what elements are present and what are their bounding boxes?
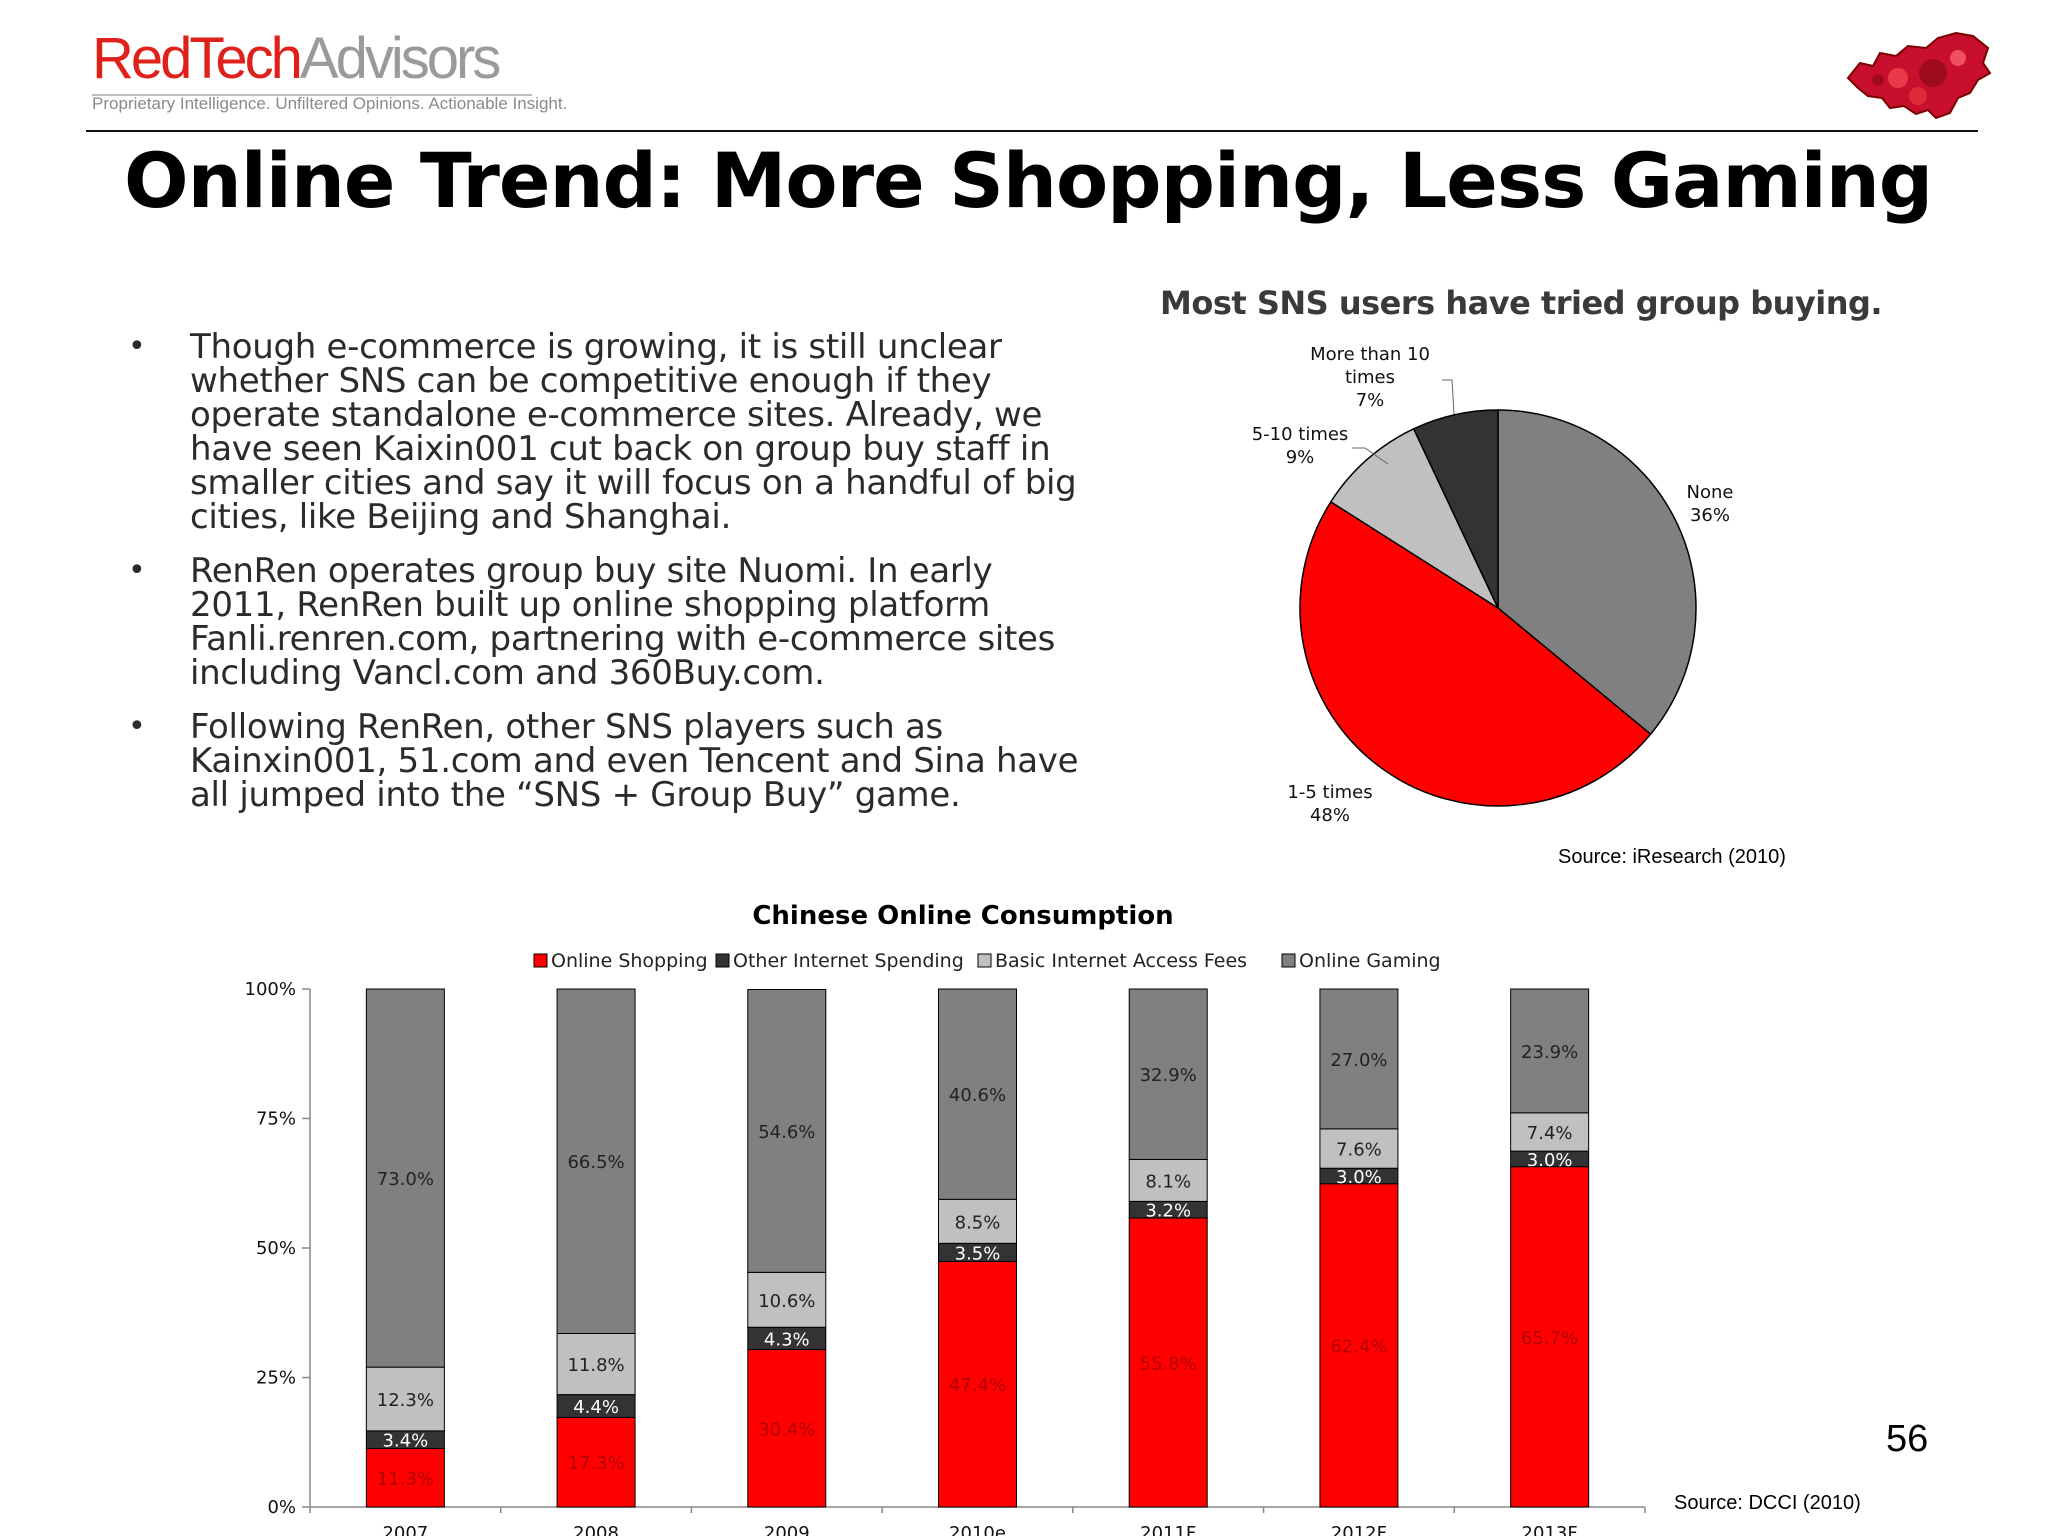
- legend-entry: Other Internet Spending: [715, 950, 964, 972]
- legend-swatch: [533, 953, 548, 968]
- y-tick-label: 25%: [256, 1368, 296, 1389]
- bar-data-label: 3.5%: [955, 1243, 1001, 1264]
- bar-data-label: 8.5%: [955, 1212, 1001, 1233]
- legend-swatch: [715, 953, 730, 968]
- bar-data-label: 4.4%: [573, 1397, 619, 1418]
- bar-data-label: 7.6%: [1336, 1140, 1382, 1161]
- bar-segment: [1128, 988, 1208, 1160]
- bar-segment: [365, 988, 445, 1368]
- pie-slice: [1412, 409, 1499, 609]
- legend-label: Other Internet Spending: [733, 950, 964, 972]
- bar-data-label: 11.8%: [567, 1355, 624, 1376]
- bar-segment: [1128, 1158, 1208, 1202]
- x-tick-label: 2009: [764, 1523, 810, 1536]
- bar-data-label: 30.4%: [758, 1419, 815, 1440]
- y-tick-label: 75%: [256, 1109, 296, 1130]
- pie-slice: [1497, 409, 1697, 736]
- bar-segment: [747, 989, 827, 1273]
- page-number: 56: [1886, 1418, 1929, 1460]
- china-map-icon: [1846, 31, 1992, 120]
- x-tick-label: 2010e: [949, 1523, 1006, 1536]
- bar-data-label: 12.3%: [377, 1390, 434, 1411]
- pie-chart: None 36% 1-5 times 48% 5-10 times 9% More than…: [1252, 344, 1734, 826]
- bar-segment: [747, 1349, 827, 1508]
- bullet-item: Following RenRen, other SNS players such…: [124, 710, 1084, 812]
- x-tick-label: 2012F: [1331, 1523, 1387, 1536]
- bar-data-label: 54.6%: [758, 1122, 815, 1143]
- pie-slice-label: 5-10 times 9%: [1252, 424, 1349, 468]
- legend-entry: Online Gaming: [1281, 950, 1441, 972]
- bullet-item: Though e-commerce is growing, it is stil…: [124, 330, 1084, 534]
- header-rule: [86, 130, 1978, 132]
- x-tick-label: 2008: [573, 1523, 619, 1536]
- bar-data-label: 17.3%: [567, 1453, 624, 1474]
- bar-data-label: 3.2%: [1145, 1201, 1191, 1222]
- stacked-bar-chart: Chinese Online Consumption Online Shoppin…: [245, 901, 1646, 1536]
- pie-slice-label: More than 10 times 7%: [1310, 344, 1430, 411]
- bar-chart-title: Chinese Online Consumption: [752, 901, 1173, 931]
- bar-data-label: 8.1%: [1145, 1171, 1191, 1192]
- legend-entry: Basic Internet Access Fees: [977, 950, 1247, 972]
- bar-data-label: 4.3%: [764, 1329, 810, 1350]
- bar-segment: [1510, 1166, 1590, 1508]
- x-tick-label: 2007: [382, 1523, 428, 1536]
- bar-data-label: 40.6%: [949, 1085, 1006, 1106]
- pie-slice-label: None 36%: [1687, 482, 1734, 526]
- logo-wordmark: RedTechAdvisors: [92, 26, 501, 91]
- bar-data-label: 55.8%: [1140, 1353, 1197, 1374]
- pie-slice-label: 1-5 times 48%: [1287, 782, 1372, 826]
- bar-segment: [556, 1332, 636, 1396]
- y-tick-label: 0%: [267, 1497, 296, 1518]
- bar-data-label: 7.4%: [1527, 1123, 1573, 1144]
- pie-chart-title: Most SNS users have tried group buying.: [1160, 284, 1883, 322]
- bar-data-label: 23.9%: [1521, 1042, 1578, 1063]
- bar-data-label: 10.6%: [758, 1291, 815, 1312]
- y-tick-label: 50%: [256, 1238, 296, 1259]
- pie-slice: [1299, 500, 1652, 807]
- bar-data-label: 66.5%: [567, 1152, 624, 1173]
- pie-leader-line: [1442, 379, 1455, 415]
- bar-source: Source: DCCI (2010): [1674, 1492, 1861, 1514]
- logo-tagline: Proprietary Intelligence. Unfiltered Opi…: [92, 94, 568, 113]
- pie-slice: [1329, 427, 1500, 611]
- legend-label: Online Gaming: [1299, 950, 1441, 972]
- bar-segment: [556, 988, 636, 1334]
- bar-segment: [365, 1366, 445, 1432]
- logo-underline: [92, 94, 532, 96]
- bar-data-label: 32.9%: [1140, 1065, 1197, 1086]
- x-tick-label: 2011F: [1140, 1523, 1196, 1536]
- bar-data-label: 73.0%: [377, 1169, 434, 1190]
- bar-segment: [1319, 988, 1399, 1130]
- bullet-list: Though e-commerce is growing, it is stil…: [124, 330, 1084, 832]
- bar-data-label: 27.0%: [1330, 1050, 1387, 1071]
- bar-segment: [1510, 988, 1590, 1114]
- bar-data-label: 47.4%: [949, 1375, 1006, 1396]
- bar-data-label: 62.4%: [1330, 1336, 1387, 1357]
- legend-label: Basic Internet Access Fees: [995, 950, 1247, 972]
- bar-data-label: 3.0%: [1527, 1150, 1573, 1171]
- company-logo: RedTechAdvisors Proprietary Intelligence…: [92, 30, 567, 114]
- bar-data-label: 11.3%: [377, 1469, 434, 1490]
- bar-data-label: 3.0%: [1336, 1167, 1382, 1188]
- pie-source: Source: iResearch (2010): [1558, 846, 1786, 868]
- y-tick-label: 100%: [245, 979, 296, 1000]
- bar-segment: [1510, 1112, 1590, 1152]
- legend-label: Online Shopping: [551, 950, 708, 972]
- bar-segment: [1319, 1128, 1399, 1169]
- x-tick-label: 2013F: [1522, 1523, 1578, 1536]
- bar-segment: [1128, 1217, 1208, 1508]
- legend-entry: Online Shopping: [533, 950, 708, 972]
- bar-data-label: 65.7%: [1521, 1328, 1578, 1349]
- slide-title: Online Trend: More Shopping, Less Gaming: [124, 136, 1933, 225]
- legend-swatch: [977, 953, 992, 968]
- pie-leader-line: [1352, 447, 1389, 465]
- bullet-item: RenRen operates group buy site Nuomi. In…: [124, 554, 1084, 690]
- legend-swatch: [1281, 953, 1296, 968]
- bar-segment: [938, 988, 1017, 1200]
- bar-data-label: 3.4%: [382, 1431, 428, 1452]
- bar-segment: [1319, 1183, 1399, 1508]
